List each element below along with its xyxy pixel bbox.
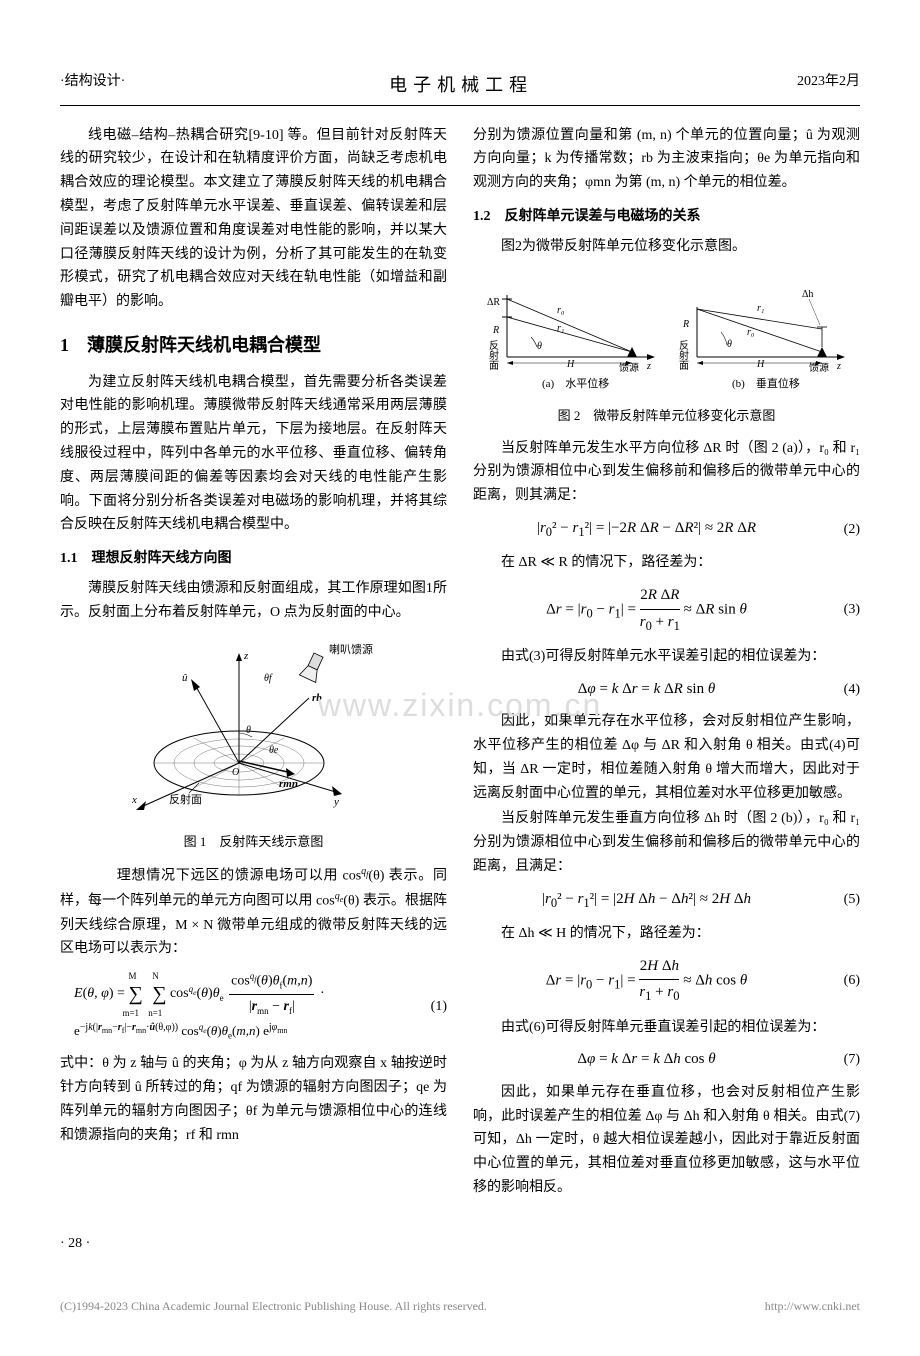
equation-1: E(θ, φ) = ∑Mm=1 ∑Nn=1 cosqe(θ)θe cosqf(θ… [60,969,447,1044]
two-column-layout: 线电磁–结构–热耦合研究[9-10] 等。但目前针对反射阵天线的研究较少，在设计… [60,124,860,1202]
paragraph: 由式(3)可得反射阵单元水平误差引起的相位误差为： [473,645,860,669]
subsection-1-2: 1.2 反射阵单元误差与电磁场的关系 [473,205,860,229]
subsection-1-1: 1.1 理想反射阵天线方向图 [60,547,447,571]
r1-label-b: r₁ [757,303,764,314]
equation-5: |r0² − r1²| = |2H Δh − Δh²| ≈ 2H Δh (5) [473,887,860,914]
paragraph: 当反射阵单元发生水平方向位移 ΔR 时（图 2 (a)），r₀ 和 r₁ 分别为… [473,437,860,508]
thetae-label: θe [269,745,279,756]
eq-num: (2) [820,518,860,542]
r1-label: r₁ [557,323,564,334]
page-number: · 28 · [60,1232,860,1256]
equation-3: Δr = |r0 − r1| = 2R ΔR r0 + r1 ≈ ΔR sin … [473,583,860,637]
eq-num: (4) [820,678,860,702]
fig2-sub-a: (a) 水平位移 [542,376,609,390]
dh-label: Δh [802,289,813,300]
paragraph: 因此，如果单元存在水平位移，会对反射相位产生影响，水平位移产生的相位差 Δφ 与… [473,710,860,805]
text: 理想情况下远区的馈源电场可以用 cos [116,868,361,883]
paragraph: 式中：θ 为 z 轴与 û 的夹角；φ 为从 z 轴方向观察自 x 轴按逆时针方… [60,1052,447,1147]
rmn-label: rmn [279,778,298,790]
page-header: ·结构设计· 电子机械工程 2023年2月 [60,70,860,106]
theta-label-b: θ [727,339,732,350]
theta-label: θ [537,341,542,352]
header-center: 电子机械工程 [389,70,533,101]
dR-label: ΔR [487,297,500,308]
header-right: 2023年2月 [797,70,860,101]
eq-num: (7) [820,1048,860,1072]
origin-label: O [232,767,239,778]
eq-num: (5) [820,888,860,912]
equation-7: Δφ = k Δr = k Δh cos θ (7) [473,1047,860,1073]
figure-1-caption: 图 1 反射阵天线示意图 [60,831,447,853]
paragraph: 理想情况下远区的馈源电场可以用 cosqf(θ) 表示。同样，每一个阵列单元的单… [60,863,447,962]
paragraph: 因此，如果单元存在垂直位移，也会对反射相位产生影响，此时误差产生的相位差 Δφ … [473,1081,860,1200]
equation-2: |r0² − r1²| = |−2R ΔR − ΔR²| ≈ 2R ΔR (2) [473,516,860,543]
paragraph: 线电磁–结构–热耦合研究[9-10] 等。但目前针对反射阵天线的研究较少，在设计… [60,124,447,314]
paragraph: 当反射阵单元发生垂直方向位移 Δh 时（图 2 (b)），r₀ 和 r₁ 分别为… [473,807,860,878]
horn-label: 喇叭馈源 [329,642,373,656]
header-left: ·结构设计· [60,70,125,101]
page-footer: (C)1994-2023 China Academic Journal Elec… [60,1296,860,1316]
paragraph: 在 ΔR ≪ R 的情况下，路径差为： [473,551,860,575]
axis-y-label: y [333,796,339,808]
R-label: R [492,325,499,336]
paragraph: 在 Δh ≪ H 的情况下，路径差为： [473,922,860,946]
figure-2: z ΔR R 馈源 r₀ r₁ θ H [487,267,847,397]
paragraph: 薄膜反射阵天线由馈源和反射面组成，其工作原理如图1所示。反射面上分布着反射阵单元… [60,577,447,625]
paragraph: 为建立反射阵天线机电耦合模型，首先需要分析各类误差对电性能的影响机理。薄膜微带反… [60,371,447,538]
section-heading-1: 1 薄膜反射阵天线机电耦合模型 [60,330,447,361]
reflect-surface-label: 反射面 [169,792,202,806]
z-label-b: z [836,361,841,372]
u-label: û [182,672,188,684]
thetaf-label: θf [264,673,273,684]
svg-text:面: 面 [679,361,689,372]
paragraph: 分别为馈源位置向量和第 (m, n) 个单元的位置向量；û 为观测方向向量；k … [473,124,860,195]
z-label: z [646,361,651,372]
figure-2-caption: 图 2 微带反射阵单元位移变化示意图 [473,405,860,427]
left-column: 线电磁–结构–热耦合研究[9-10] 等。但目前针对反射阵天线的研究较少，在设计… [60,124,447,1202]
rb-label: rb [312,692,322,704]
r0-label: r₀ [557,305,565,316]
footer-right: http://www.cnki.net [765,1296,860,1316]
equation-4: Δφ = k Δr = k ΔR sin θ (4) [473,677,860,703]
paragraph: 图2为微带反射阵单元位移变化示意图。 [473,235,860,259]
axis-x-label: x [131,794,137,806]
eq-num: (3) [820,598,860,622]
svg-text:面: 面 [489,361,499,372]
eq-num: (1) [407,995,447,1019]
H-label-b: H [756,359,765,370]
fig2-sub-b: (b) 垂直位移 [732,376,800,390]
figure-1: z x y 喇叭馈源 û rb rmn [124,633,384,823]
right-column: 分别为馈源位置向量和第 (m, n) 个单元的位置向量；û 为观测方向向量；k … [473,124,860,1202]
footer-left: (C)1994-2023 China Academic Journal Elec… [60,1296,487,1316]
axis-z-label: z [243,650,249,662]
H-label: H [566,359,575,370]
paragraph: 由式(6)可得反射阵单元垂直误差引起的相位误差为： [473,1016,860,1040]
theta-label: θ [246,725,251,736]
r0-label-b: r₀ [747,327,755,338]
R-label-b: R [682,319,689,330]
eq-num: (6) [820,969,860,993]
equation-6: Δr = |r0 − r1| = 2H Δh r1 + r0 ≈ Δh cos … [473,954,860,1008]
